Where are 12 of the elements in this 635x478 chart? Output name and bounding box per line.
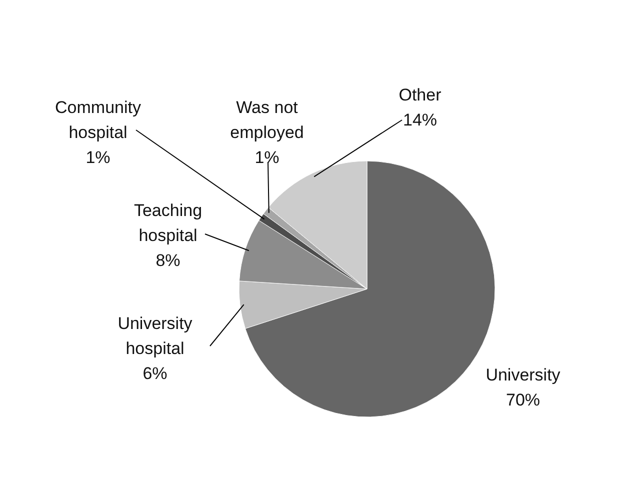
slice-label: Was not employed	[230, 98, 304, 142]
data-label: 1%	[86, 148, 110, 167]
slice-label: University	[486, 366, 561, 384]
slice-label: Teaching hospital	[134, 201, 202, 245]
slice-label: Other	[398, 86, 442, 104]
slice-label: University hospital	[118, 314, 193, 358]
slice-label: Community hospital	[55, 98, 142, 142]
data-label: 14%	[402, 110, 438, 130]
data-label: 1%	[254, 148, 280, 167]
data-label: 6%	[142, 364, 168, 383]
data-label: 70%	[506, 390, 540, 410]
data-label: 8%	[156, 251, 180, 270]
